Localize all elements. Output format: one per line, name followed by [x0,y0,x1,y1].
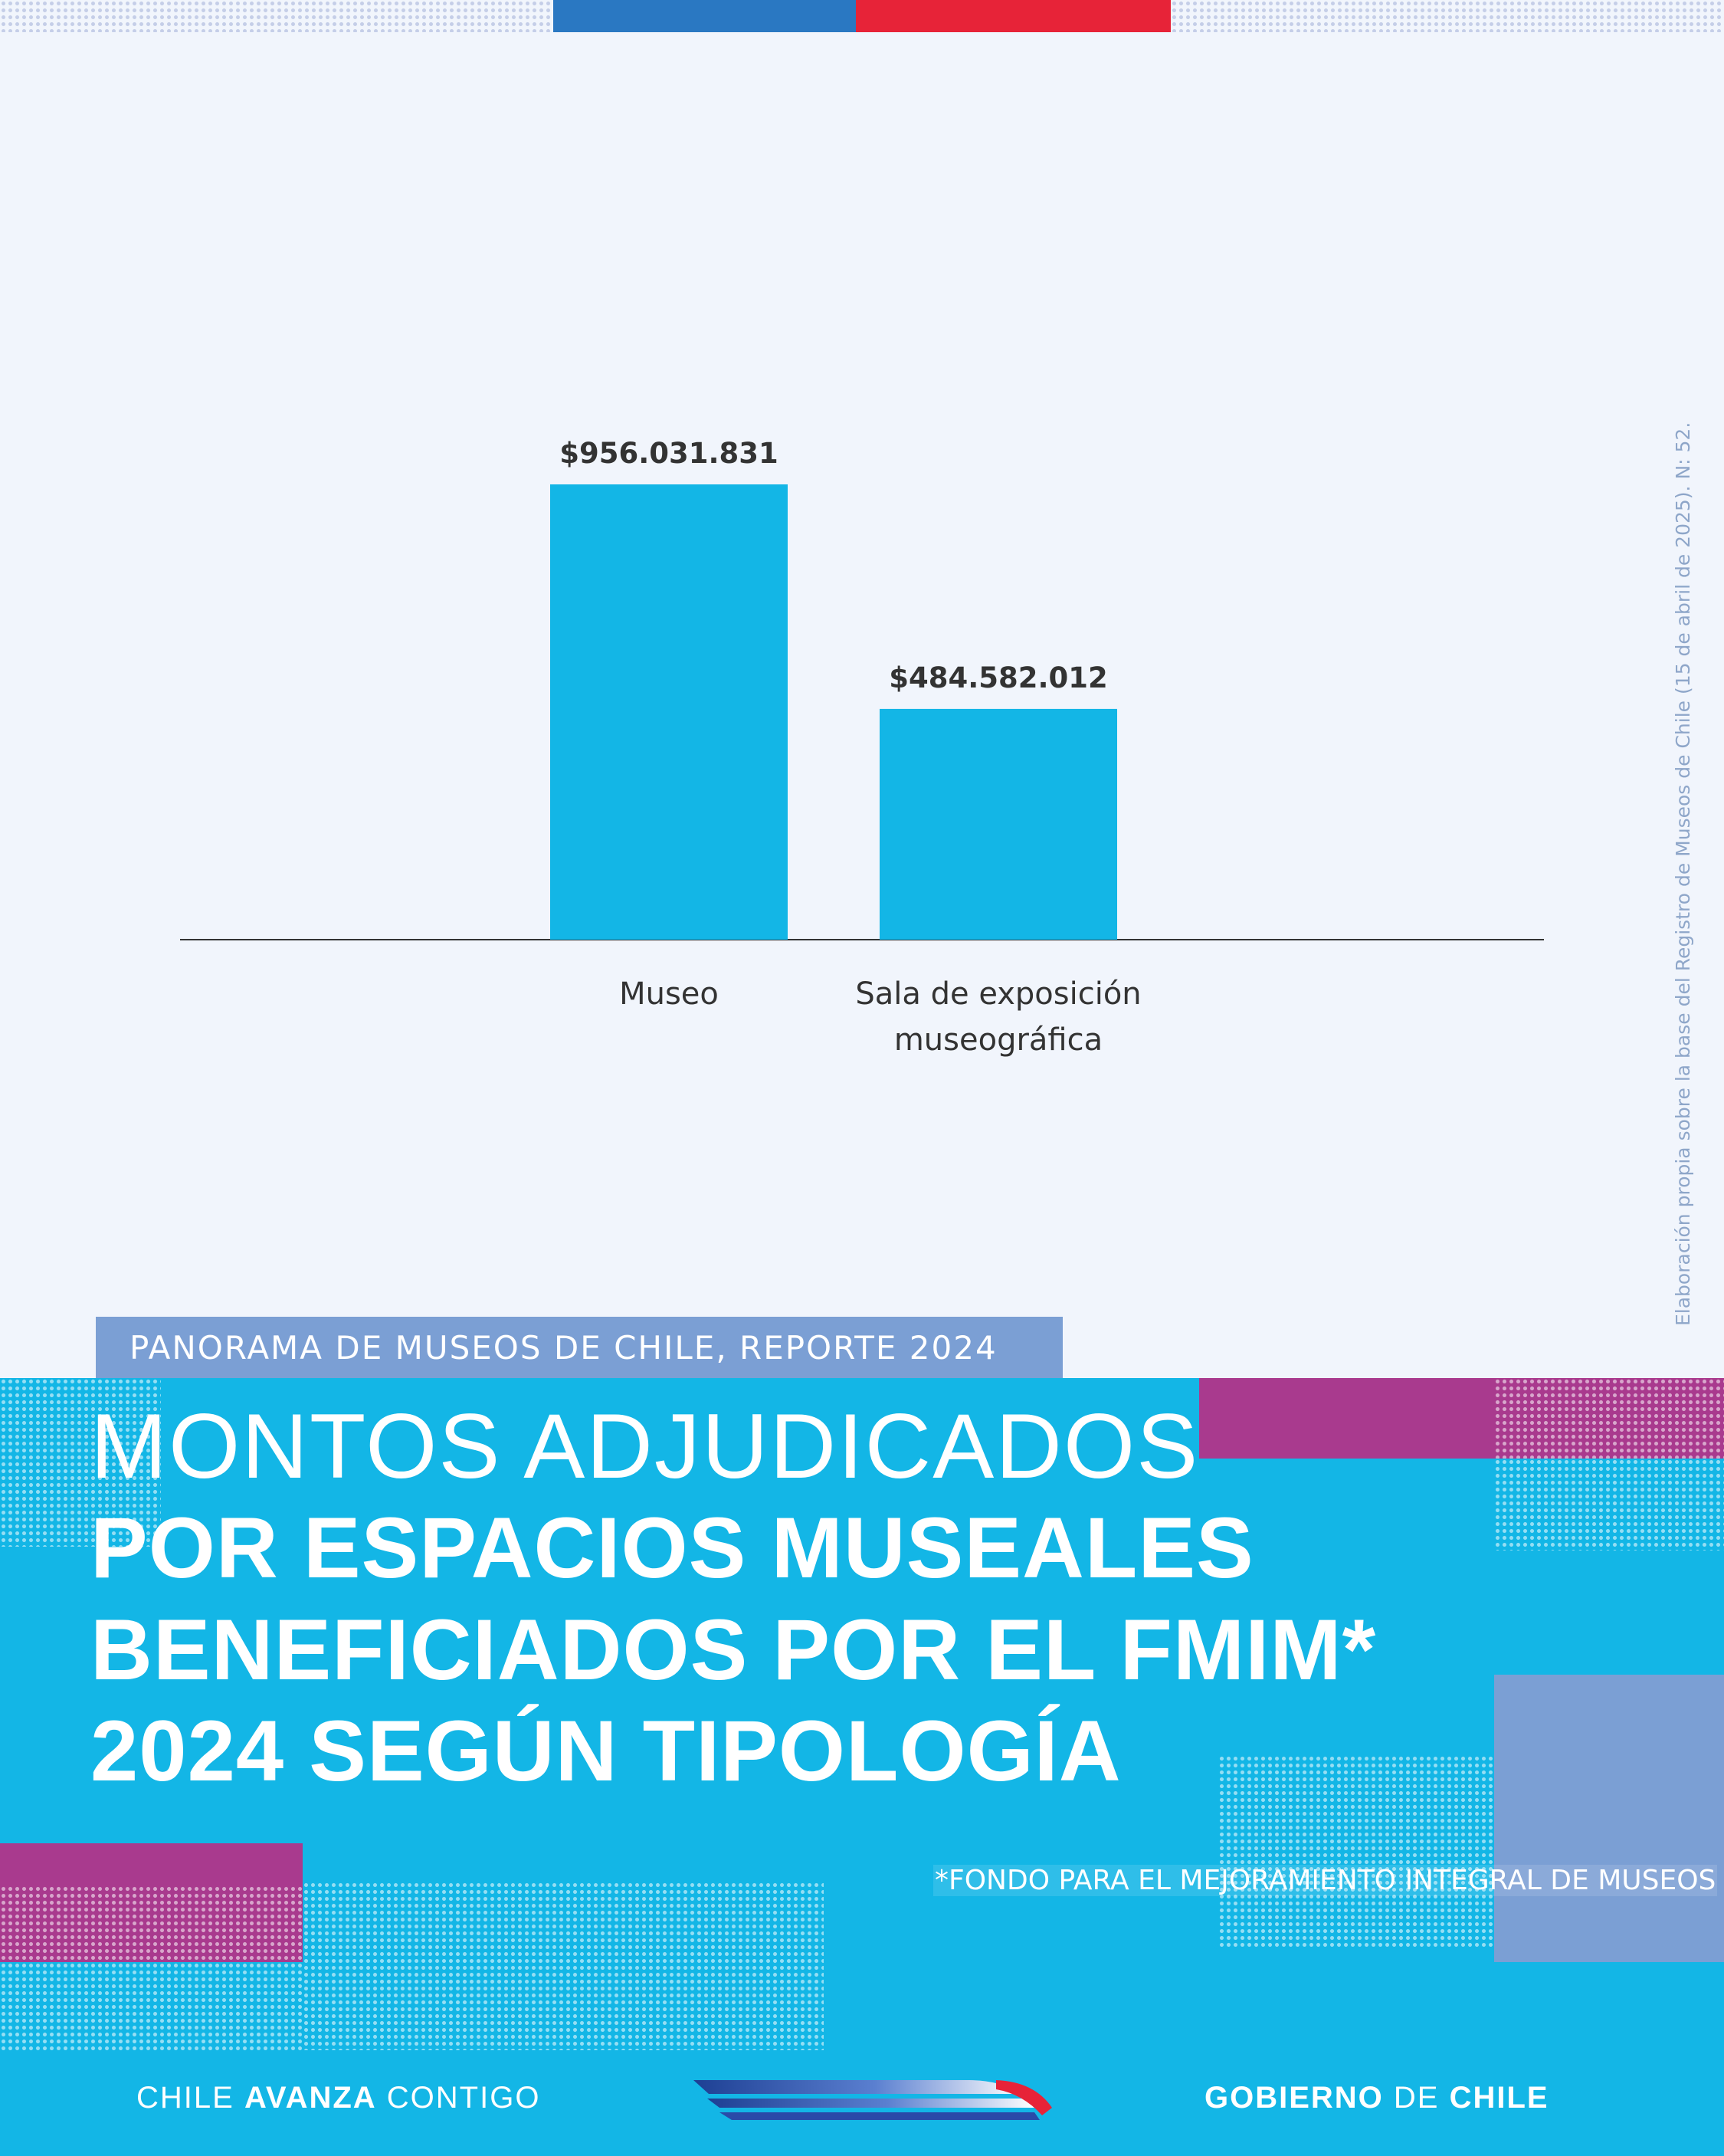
title-line-1: MONTOS ADJUDICADOS [90,1395,1200,1498]
dots-decoration [0,1962,303,2050]
magenta-block [1199,1378,1494,1459]
footer-government-part: DE [1383,2081,1450,2115]
category-label-2: museográfica [894,1022,1103,1058]
bar-2 [880,708,1117,940]
title-line-3: BENEFICIADOS POR EL FMIM* [90,1602,1377,1698]
footnote: *FONDO PARA EL MEJORAMIENTO INTEGRAL DE … [933,1865,1718,1896]
title-line-2: POR ESPACIOS MUSEALES [90,1500,1254,1596]
dots-decoration [303,1882,824,2050]
chile-logo-icon [693,2080,1052,2120]
flag-blue-stripe [553,0,856,32]
lavender-block [1494,1675,1724,1962]
magenta-block [0,1843,303,1885]
footer-government: GOBIERNO DE CHILE [1205,2081,1549,2115]
top-dots-decoration [1171,0,1724,32]
source-note: Elaboración propia sobre la base del Reg… [1672,422,1694,1326]
category-label-1: Museo [619,976,719,1012]
footer-government-part: GOBIERNO [1205,2081,1384,2115]
footer-slogan: CHILE AVANZA CONTIGO [136,2081,540,2115]
dots-decoration [1494,1459,1724,1551]
footer-slogan-part: CHILE [136,2081,244,2115]
top-dots-decoration [0,0,553,32]
footer-government-part: CHILE [1449,2081,1549,2115]
value-label-2: $484.582.012 [889,661,1108,694]
bar-chart: $956.031.831 Museo $484.582.012 Sala de exp… [180,437,1544,1058]
magenta-dots-block [0,1885,303,1962]
dots-decoration [0,1378,161,1547]
bar-1 [550,484,788,940]
value-label-1: $956.031.831 [559,437,778,470]
category-label-2: Sala de exposición [855,976,1141,1012]
title-line-4: 2024 SEGÚN TIPOLOGÍA [90,1703,1122,1799]
flag-red-stripe [856,0,1171,32]
footer-slogan-part: AVANZA [244,2081,377,2115]
footer-slogan-part: CONTIGO [376,2081,541,2115]
dots-decoration [1218,1755,1494,1947]
magenta-dots-block [1494,1378,1724,1459]
report-tag: PANORAMA DE MUSEOS DE CHILE, REPORTE 202… [96,1317,1063,1378]
